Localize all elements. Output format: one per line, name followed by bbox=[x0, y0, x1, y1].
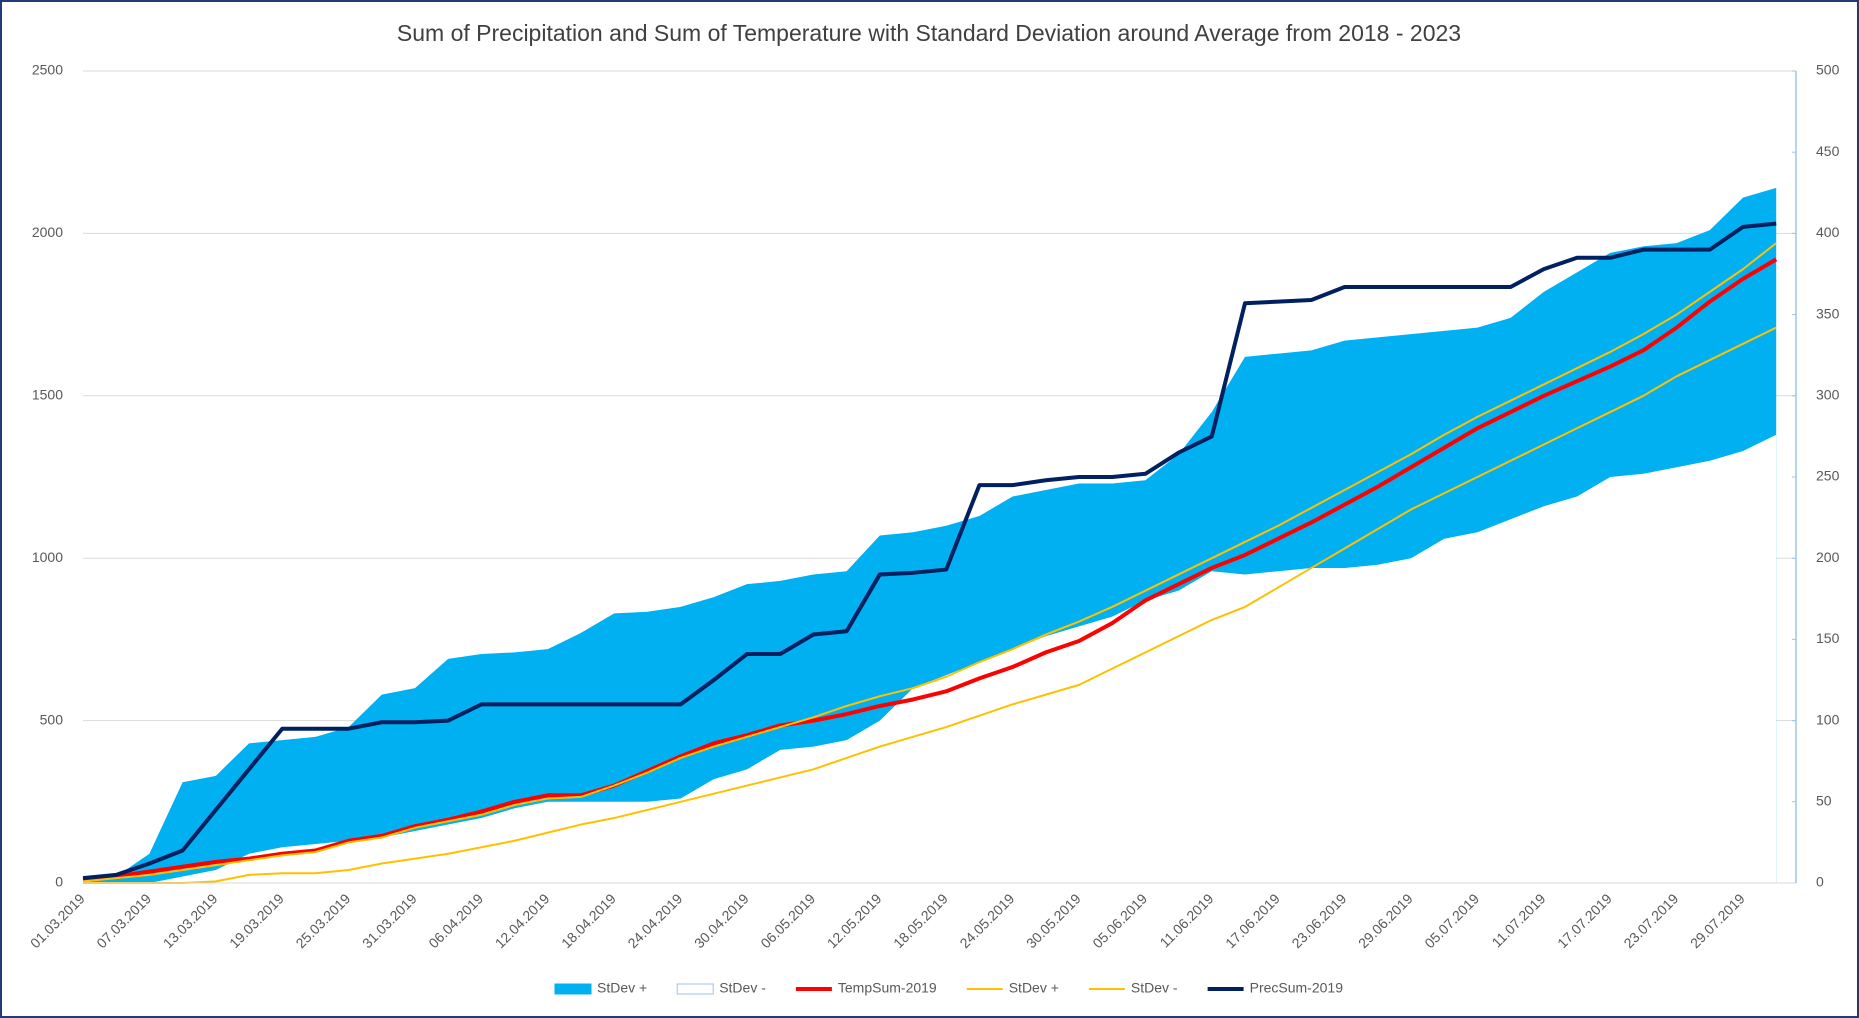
y-tick-label: 1000 bbox=[32, 549, 63, 565]
y2-tick-label: 300 bbox=[1816, 387, 1840, 403]
legend-swatch bbox=[676, 983, 714, 995]
chart-title: Sum of Precipitation and Sum of Temperat… bbox=[397, 20, 1461, 46]
y2-tick-label: 150 bbox=[1816, 630, 1840, 646]
y2-tick-label: 100 bbox=[1816, 711, 1840, 727]
y2-tick-label: 500 bbox=[1816, 62, 1840, 78]
legend-swatch bbox=[554, 983, 592, 995]
line bbox=[82, 242, 1777, 883]
y2-tick-label: 400 bbox=[1816, 224, 1840, 240]
y-tick-label: 500 bbox=[40, 711, 64, 727]
y-tick-label: 1500 bbox=[32, 387, 63, 403]
legend-label: StDev + bbox=[597, 980, 647, 996]
y2-tick-label: 250 bbox=[1816, 468, 1840, 484]
legend-label: StDev - bbox=[1131, 980, 1178, 996]
area bbox=[83, 434, 1777, 883]
y2-tick-label: 50 bbox=[1816, 793, 1832, 809]
y-tick-label: 2500 bbox=[32, 62, 63, 78]
line bbox=[82, 257, 1778, 882]
y2-tick-label: 0 bbox=[1816, 874, 1824, 890]
legend-label: StDev + bbox=[1009, 980, 1059, 996]
y-tick-label: 2000 bbox=[32, 224, 63, 240]
line bbox=[82, 221, 1777, 881]
y-tick-label: 0 bbox=[55, 874, 63, 890]
y2-tick-label: 350 bbox=[1816, 305, 1840, 321]
legend-label: PrecSum-2019 bbox=[1250, 980, 1344, 996]
y2-tick-label: 200 bbox=[1816, 549, 1840, 565]
y2-tick-label: 450 bbox=[1816, 143, 1840, 159]
line bbox=[83, 326, 1777, 884]
legend-label: TempSum-2019 bbox=[838, 980, 937, 996]
legend-label: StDev - bbox=[719, 980, 766, 996]
